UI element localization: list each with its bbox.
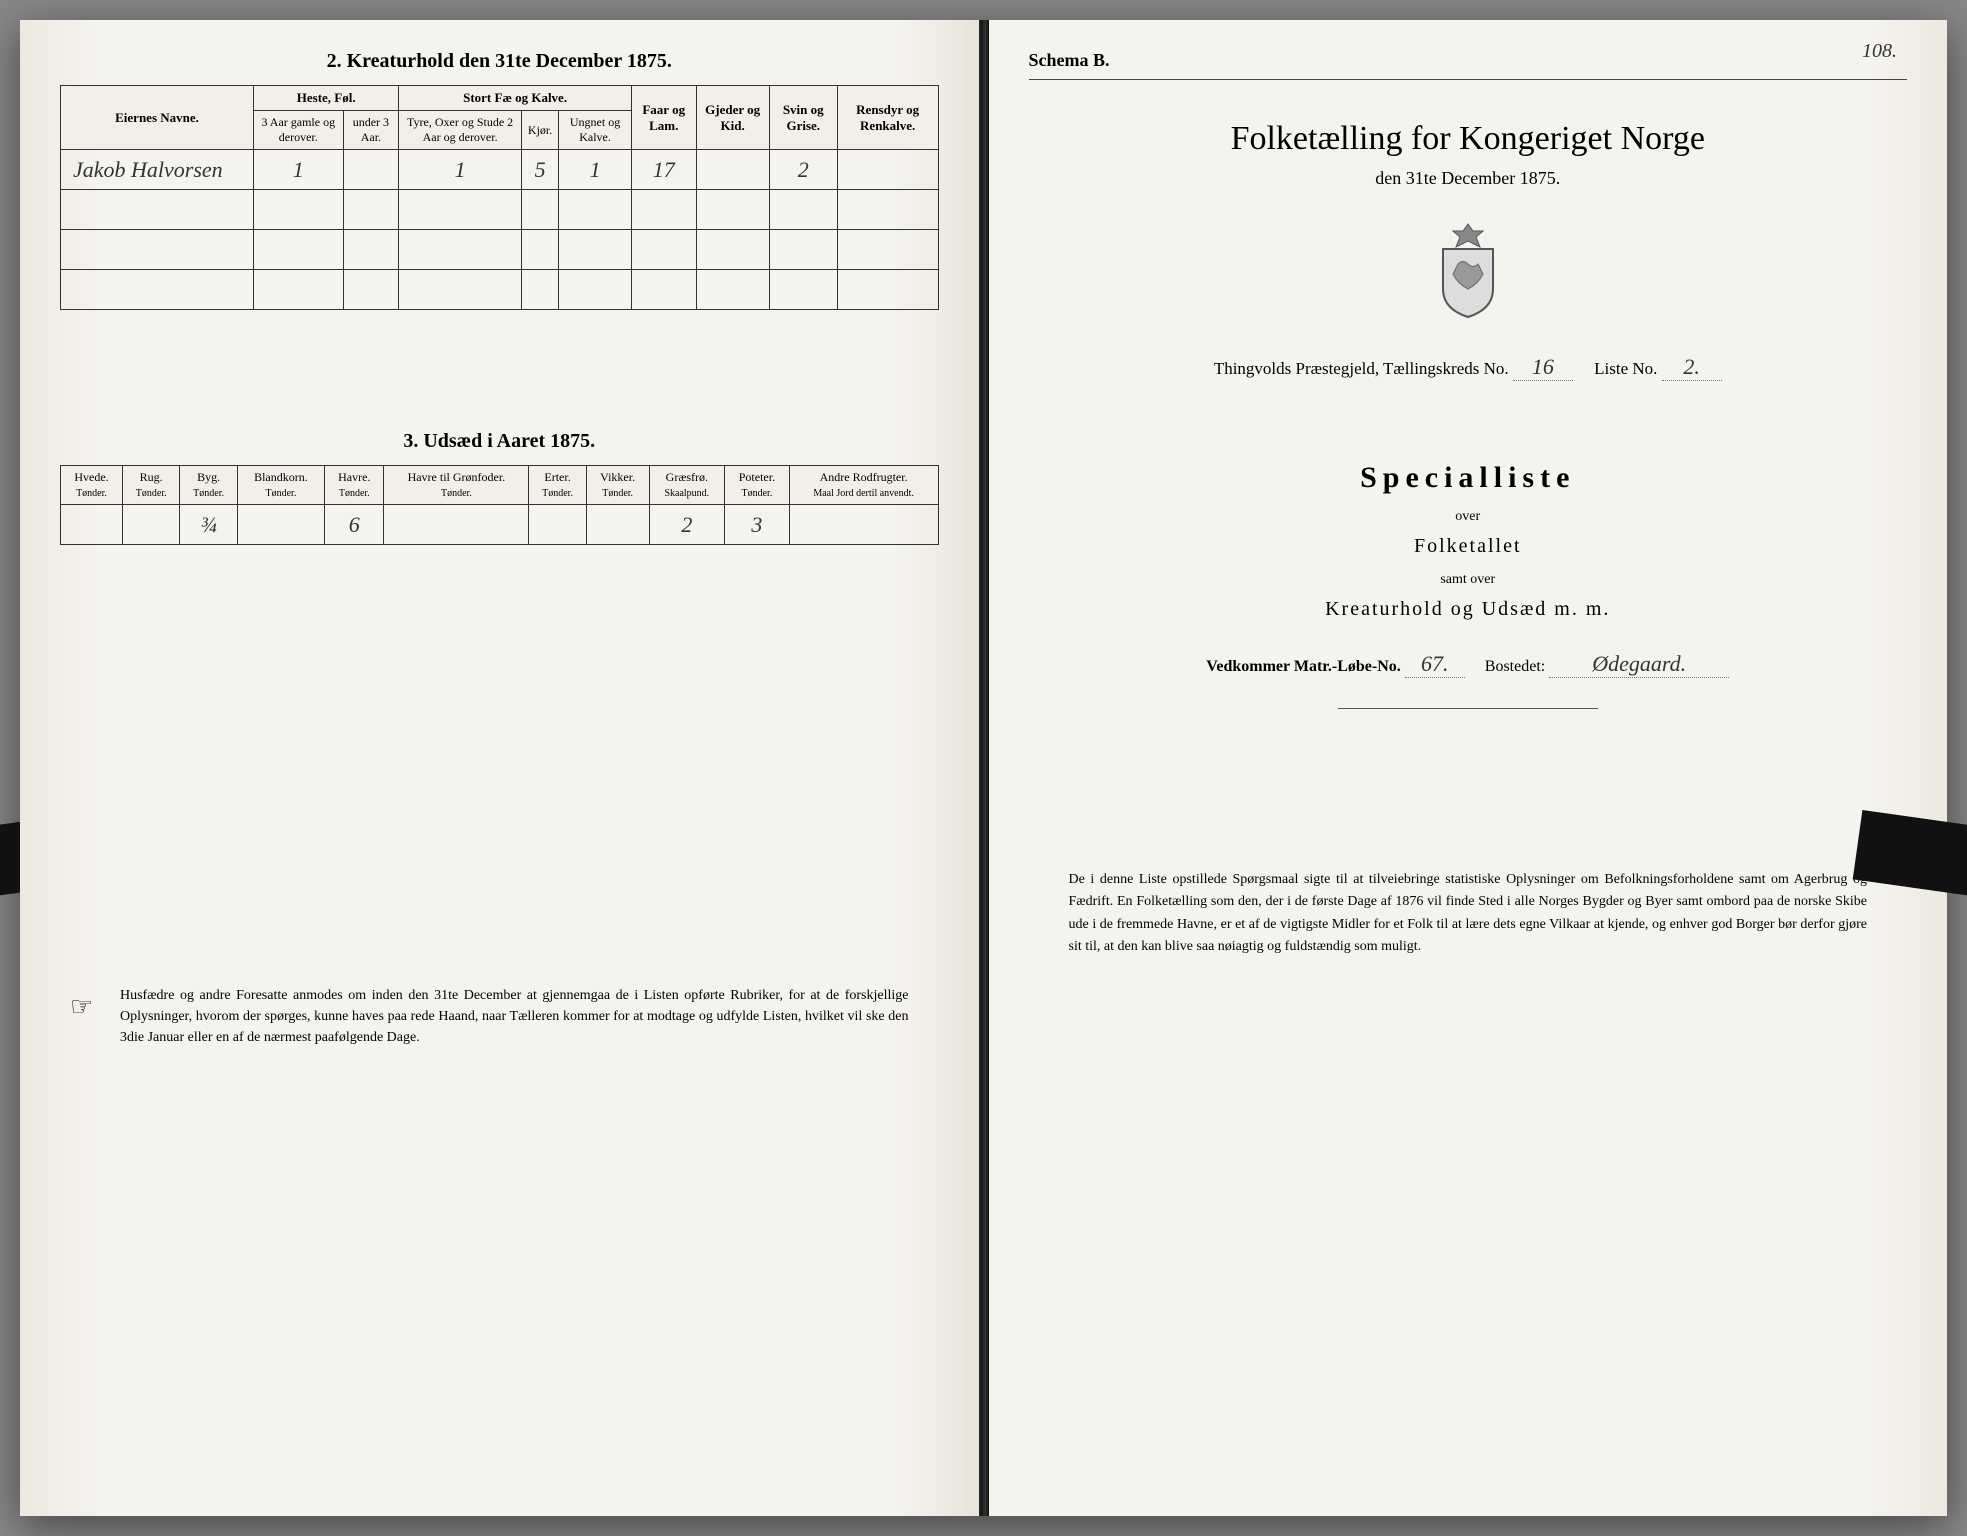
right-page: 108. Schema B. Folketælling for Kongerig…: [989, 20, 1948, 1516]
schema-label: Schema B.: [1029, 50, 1908, 71]
cell-grass: 2: [649, 505, 725, 545]
main-title: Folketælling for Kongeriget Norge: [1029, 120, 1908, 158]
col-group-horse: Heste, Føl.: [254, 86, 399, 111]
left-footnote: ☞ Husfædre og andre Foresatte anmodes om…: [60, 985, 939, 1048]
cell-goat: [696, 150, 769, 190]
cell-reindeer: [837, 150, 938, 190]
table-row: Jakob Halvorsen 1 1 5 1 17 2: [61, 150, 939, 190]
cell-potato: 3: [725, 505, 790, 545]
cell-rye: [122, 505, 179, 545]
col-group-cattle: Stort Fæ og Kalve.: [399, 86, 632, 111]
cell-barley: ¾: [180, 505, 237, 545]
cell-horse-old: 1: [254, 150, 343, 190]
folketallet-label: Folketallet: [1029, 535, 1908, 558]
seed-table: Hvede.Tønder. Rug.Tønder. Byg.Tønder. Bl…: [60, 465, 939, 545]
divider: [1029, 79, 1908, 80]
col-horse-old: 3 Aar gamle og derover.: [254, 111, 343, 150]
cell-bull: 1: [399, 150, 522, 190]
cell-oats: 6: [325, 505, 384, 545]
cell-calf: 1: [559, 150, 632, 190]
cell-mixed: [237, 505, 324, 545]
right-footnote: De i denne Liste opstillede Spørgsmaal s…: [1029, 869, 1908, 959]
col-bull: Tyre, Oxer og Stude 2 Aar og derover.: [399, 111, 522, 150]
cell-horse-young: [343, 150, 399, 190]
col-cow: Kjør.: [521, 111, 558, 150]
samt-over-label: samt over: [1029, 572, 1908, 588]
livestock-table: Eiernes Navne. Heste, Føl. Stort Fæ og K…: [60, 85, 939, 310]
col-calf: Ungnet og Kalve.: [559, 111, 632, 150]
subtitle: den 31te December 1875.: [1029, 168, 1908, 189]
col-sheep: Faar og Lam.: [631, 86, 696, 150]
pointing-hand-icon: ☞: [70, 987, 93, 1026]
col-oats-fodder: Havre til Grønfoder.Tønder.: [384, 466, 529, 505]
book-spine: [981, 20, 989, 1516]
col-reindeer: Rensdyr og Renkalve.: [837, 86, 938, 150]
cell-oats-fodder: [384, 505, 529, 545]
kreatur-label: Kreaturhold og Udsæd m. m.: [1029, 598, 1908, 621]
cell-cow: 5: [521, 150, 558, 190]
col-oats: Havre.Tønder.: [325, 466, 384, 505]
col-owner: Eiernes Navne.: [61, 86, 254, 150]
table-row: [61, 190, 939, 230]
cell-peas: [529, 505, 586, 545]
cell-pig: 2: [769, 150, 837, 190]
left-page: 2. Kreaturhold den 31te December 1875. E…: [20, 20, 981, 1516]
col-vetch: Vikker.Tønder.: [586, 466, 649, 505]
col-peas: Erter.Tønder.: [529, 466, 586, 505]
cell-root: [789, 505, 938, 545]
book-spread: 2. Kreaturhold den 31te December 1875. E…: [20, 20, 1947, 1516]
over-label: over: [1029, 509, 1908, 525]
bosted-name: Ødegaard.: [1549, 651, 1729, 678]
liste-number: 2.: [1662, 354, 1722, 381]
col-root: Andre Rodfrugter.Maal Jord dertil anvend…: [789, 466, 938, 505]
section3-title: 3. Udsæd i Aaret 1875.: [60, 430, 939, 453]
cell-vetch: [586, 505, 649, 545]
divider: [1338, 708, 1598, 709]
col-pig: Svin og Grise.: [769, 86, 837, 150]
col-barley: Byg.Tønder.: [180, 466, 237, 505]
col-mixed: Blandkorn.Tønder.: [237, 466, 324, 505]
table-row: [61, 230, 939, 270]
coat-of-arms-icon: [1029, 219, 1908, 324]
cell-sheep: 17: [631, 150, 696, 190]
specialliste-title: Specialliste: [1029, 461, 1908, 495]
vedkommer-line: Vedkommer Matr.-Løbe-No. 67. Bostedet: Ø…: [1029, 651, 1908, 678]
cell-wheat: [61, 505, 123, 545]
col-grass: Græsfrø.Skaalpund.: [649, 466, 725, 505]
col-wheat: Hvede.Tønder.: [61, 466, 123, 505]
col-horse-young: under 3 Aar.: [343, 111, 399, 150]
table-row: [61, 270, 939, 310]
col-rye: Rug.Tønder.: [122, 466, 179, 505]
page-number: 108.: [1862, 40, 1897, 63]
col-potato: Poteter.Tønder.: [725, 466, 790, 505]
section2-title: 2. Kreaturhold den 31te December 1875.: [60, 50, 939, 73]
col-goat: Gjeder og Kid.: [696, 86, 769, 150]
parish-line: Thingvolds Præstegjeld, Tællingskreds No…: [1029, 354, 1908, 381]
table-row: ¾ 6 2 3: [61, 505, 939, 545]
matr-number: 67.: [1405, 651, 1465, 678]
cell-owner: Jakob Halvorsen: [61, 150, 254, 190]
kreds-number: 16: [1513, 354, 1573, 381]
